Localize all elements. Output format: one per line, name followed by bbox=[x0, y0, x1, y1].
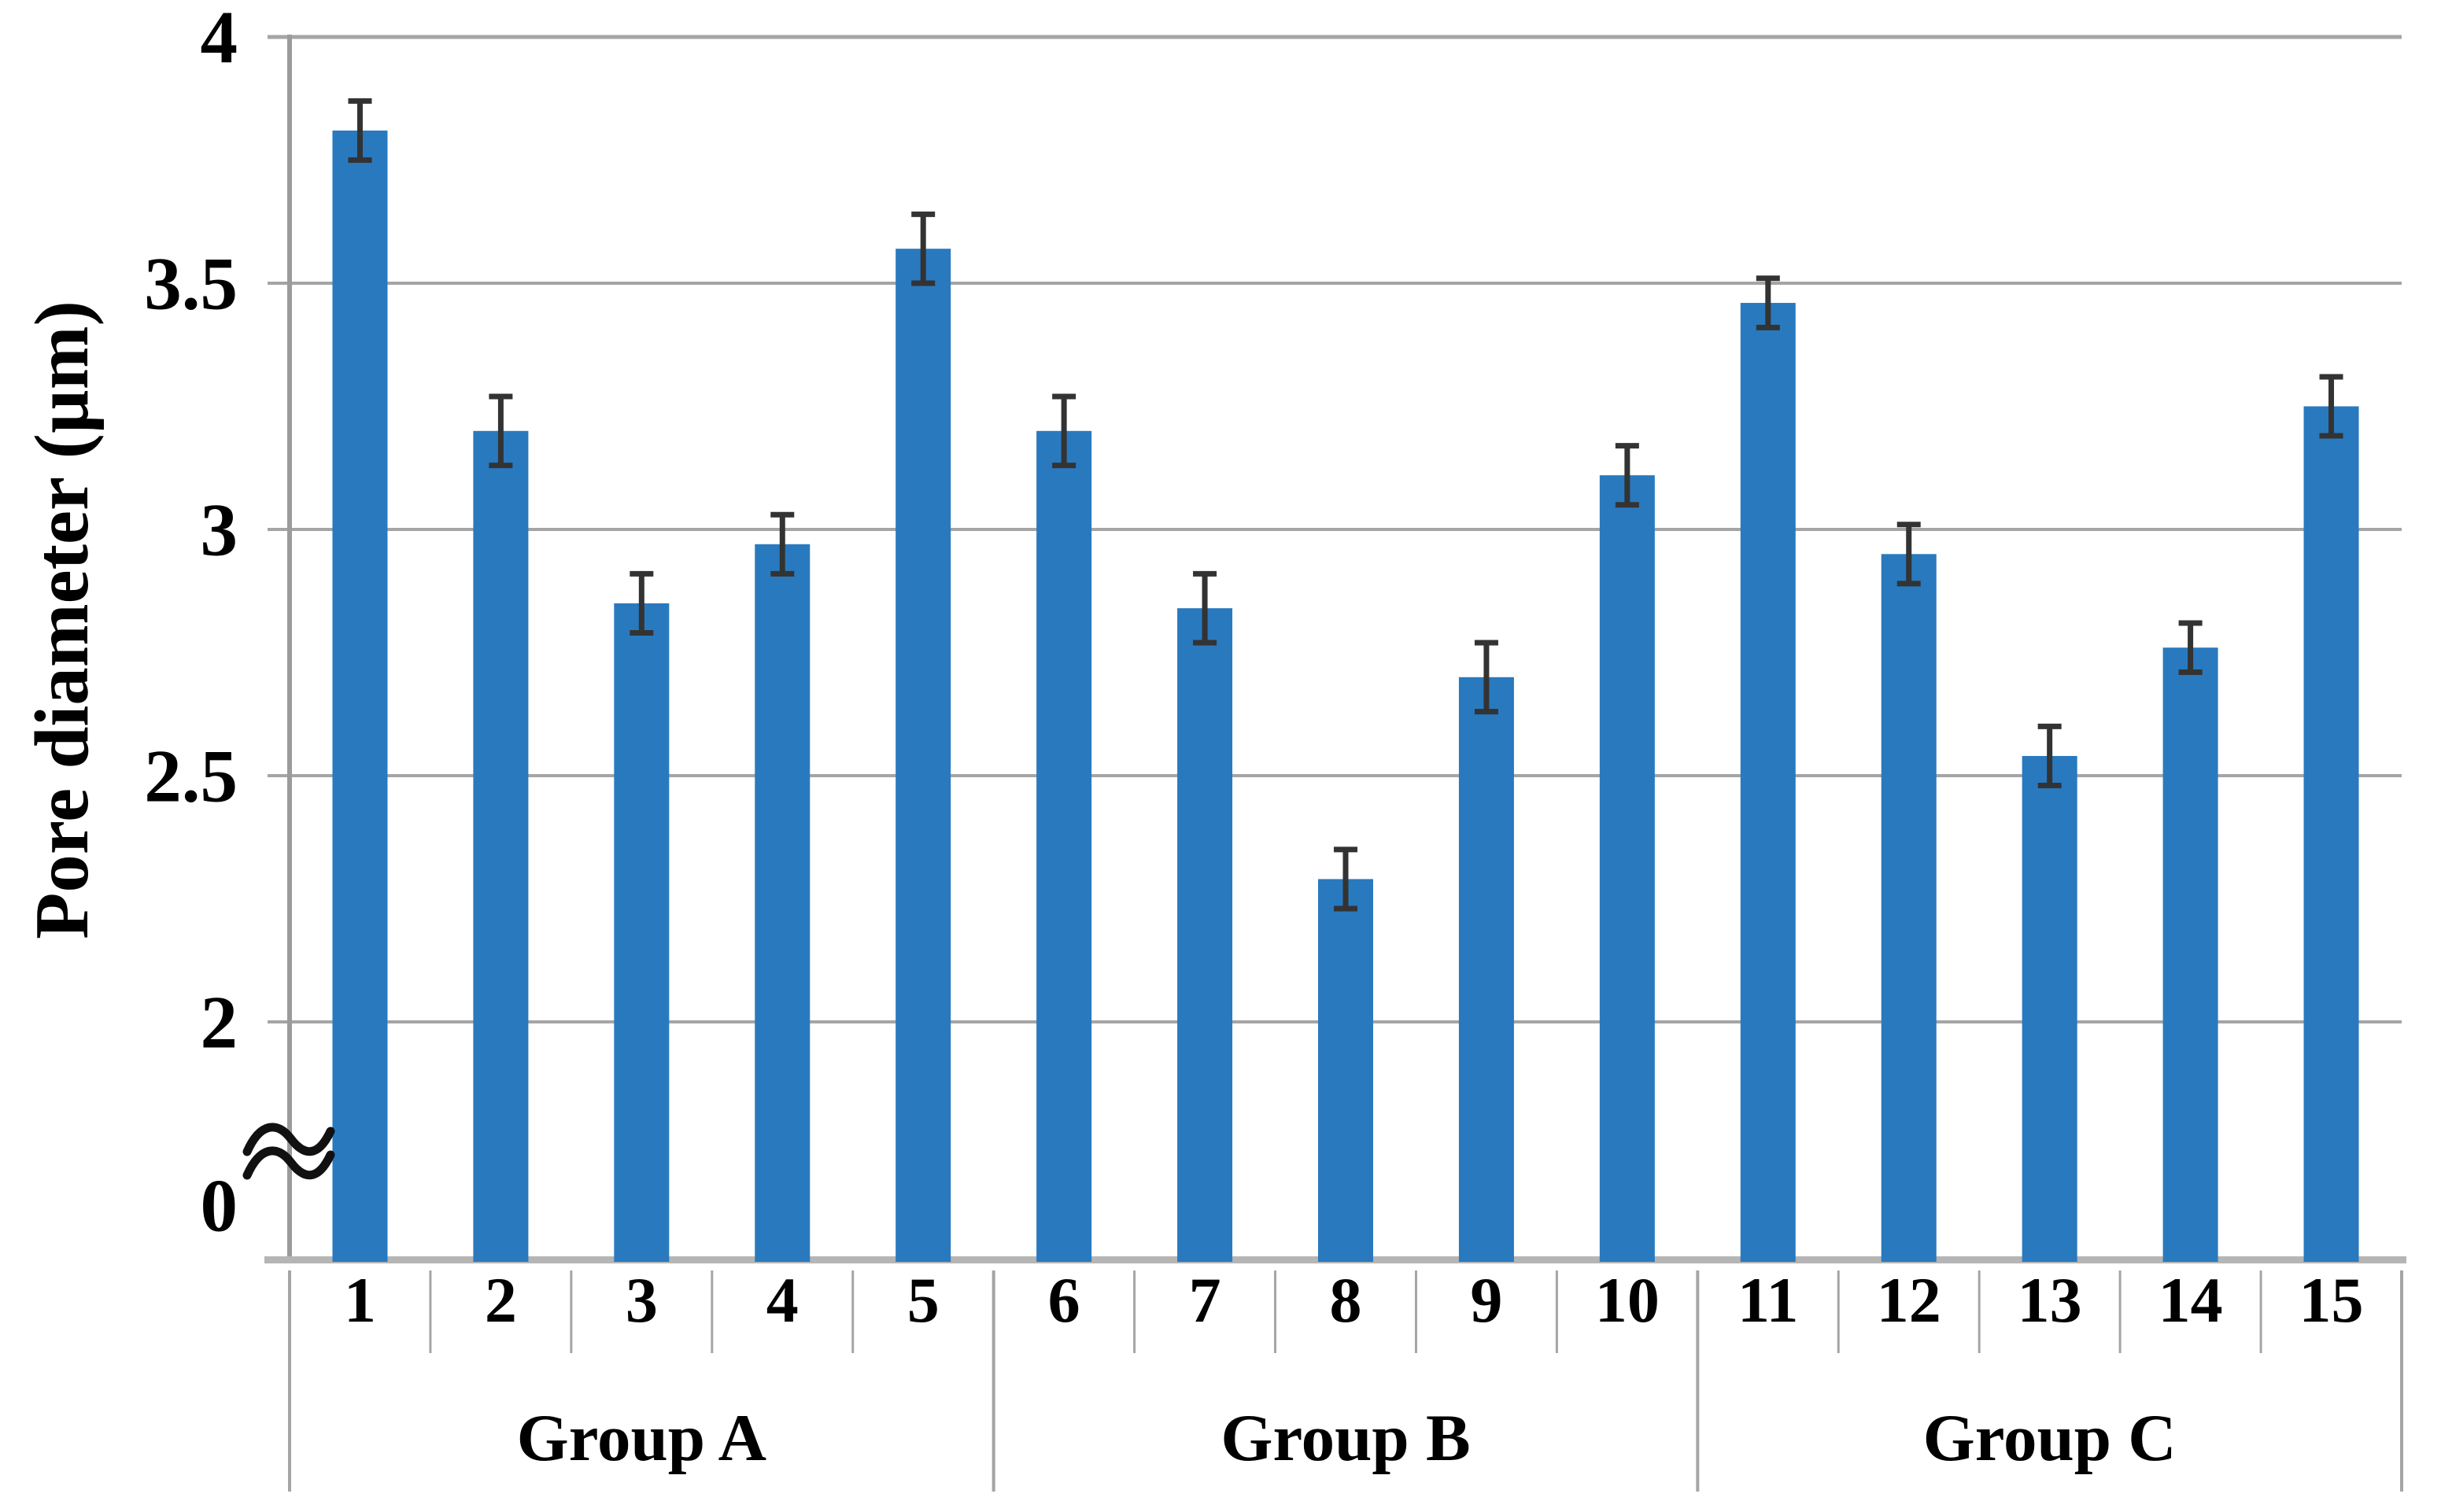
x-tick-label-11: 11 bbox=[1738, 1264, 1798, 1336]
bar-2 bbox=[473, 430, 529, 1262]
bar-14 bbox=[2162, 647, 2218, 1262]
group-label-group-a: Group A bbox=[517, 1401, 766, 1475]
y-tick-label-4: 4 bbox=[201, 0, 238, 79]
group-label-group-c: Group C bbox=[1923, 1401, 2177, 1475]
bar-10 bbox=[1599, 475, 1655, 1262]
x-tick-label-10: 10 bbox=[1595, 1264, 1660, 1336]
x-tick-label-7: 7 bbox=[1189, 1264, 1221, 1336]
bar-9 bbox=[1458, 677, 1514, 1262]
x-tick-label-9: 9 bbox=[1470, 1264, 1502, 1336]
x-tick-label-15: 15 bbox=[2299, 1264, 2364, 1336]
axis-break-icon bbox=[242, 1123, 335, 1156]
x-tick-label-5: 5 bbox=[907, 1264, 940, 1336]
y-tick-label-3.5: 3.5 bbox=[144, 242, 238, 325]
bar-5 bbox=[896, 249, 951, 1263]
y-tick-label-0: 0 bbox=[201, 1164, 238, 1247]
bar-11 bbox=[1740, 303, 1796, 1262]
y-tick-label-3: 3 bbox=[201, 488, 238, 571]
bar-3 bbox=[614, 603, 670, 1262]
bar-1 bbox=[332, 130, 388, 1263]
group-label-group-b: Group B bbox=[1220, 1401, 1470, 1475]
y-tick-label-2: 2 bbox=[201, 980, 238, 1064]
x-tick-label-8: 8 bbox=[1330, 1264, 1362, 1336]
x-tick-label-3: 3 bbox=[626, 1264, 658, 1336]
bar-12 bbox=[1881, 554, 1937, 1262]
x-tick-label-1: 1 bbox=[344, 1264, 376, 1336]
axis-break-icon bbox=[242, 1146, 335, 1180]
x-tick-label-14: 14 bbox=[2158, 1264, 2223, 1336]
y-axis-title: Pore diameter (µm) bbox=[20, 301, 104, 939]
x-tick-label-6: 6 bbox=[1048, 1264, 1080, 1336]
bar-13 bbox=[2022, 755, 2077, 1262]
bar-4 bbox=[755, 544, 811, 1262]
bar-7 bbox=[1177, 608, 1233, 1262]
x-tick-label-12: 12 bbox=[1877, 1264, 1941, 1336]
x-tick-label-13: 13 bbox=[2018, 1264, 2082, 1336]
bar-6 bbox=[1036, 430, 1092, 1262]
y-tick-label-2.5: 2.5 bbox=[144, 734, 238, 817]
bar-15 bbox=[2303, 406, 2359, 1262]
x-tick-label-4: 4 bbox=[766, 1264, 799, 1336]
x-tick-label-2: 2 bbox=[485, 1264, 517, 1336]
bar-8 bbox=[1318, 879, 1373, 1262]
